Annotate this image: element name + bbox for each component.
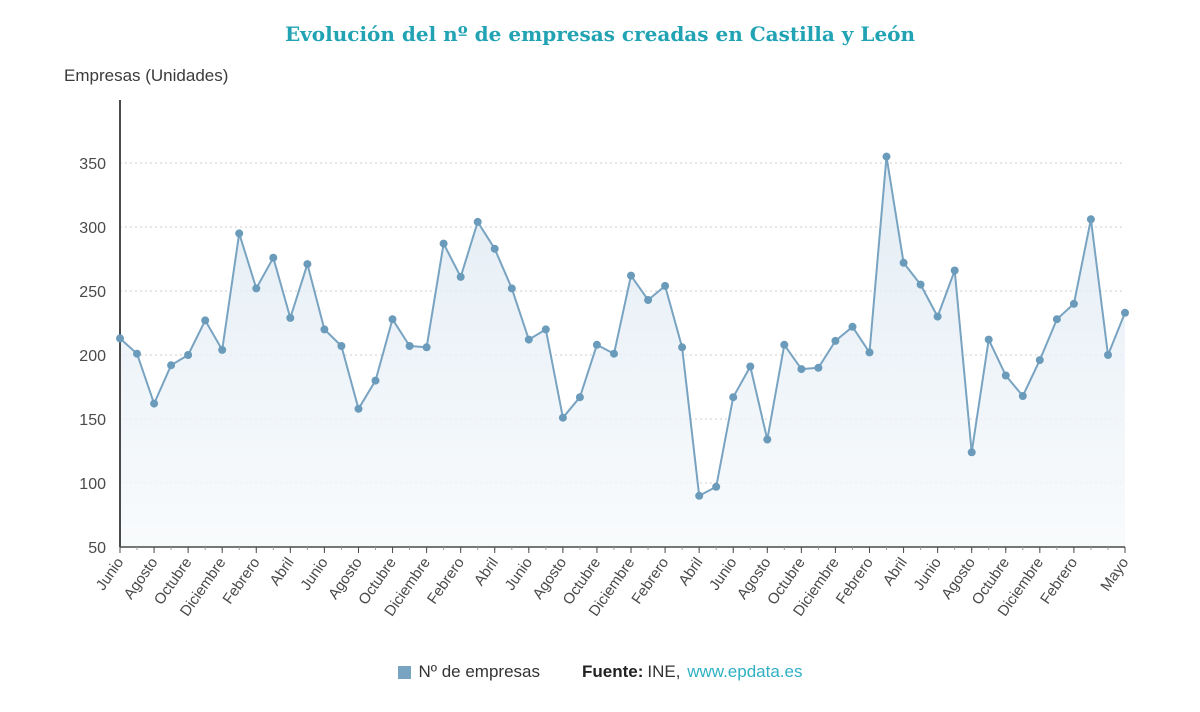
data-point[interactable]	[797, 365, 806, 374]
data-point[interactable]	[1086, 215, 1095, 224]
y-axis-title: Empresas (Unidades)	[64, 66, 229, 85]
data-point[interactable]	[201, 316, 210, 325]
data-point[interactable]	[899, 258, 908, 267]
data-point[interactable]	[456, 272, 465, 281]
data-point[interactable]	[507, 284, 516, 293]
data-point[interactable]	[695, 491, 704, 500]
data-point[interactable]	[763, 435, 772, 444]
x-tick-label: Junio	[93, 555, 127, 594]
data-point[interactable]	[984, 335, 993, 344]
x-tick-label: Abril	[880, 555, 911, 589]
x-tick-label: Junio	[502, 555, 536, 594]
data-point[interactable]	[933, 312, 942, 321]
y-tick-label: 350	[79, 156, 106, 173]
data-point[interactable]	[814, 363, 823, 372]
data-point[interactable]	[882, 152, 891, 161]
data-point[interactable]	[1001, 371, 1010, 380]
data-point[interactable]	[354, 404, 363, 413]
data-point[interactable]	[490, 244, 499, 253]
data-point[interactable]	[644, 296, 653, 304]
y-tick-label: 50	[88, 540, 106, 557]
data-point[interactable]	[422, 343, 431, 352]
data-point[interactable]	[1069, 299, 1078, 308]
data-point[interactable]	[1052, 315, 1061, 324]
y-tick-label: 300	[79, 220, 106, 237]
data-point[interactable]	[167, 361, 176, 370]
data-point[interactable]	[133, 349, 141, 358]
data-point[interactable]	[320, 325, 329, 334]
data-point[interactable]	[950, 266, 959, 275]
y-tick-label: 150	[79, 412, 106, 429]
source-line: Fuente: INE, www.epdata.es	[582, 662, 802, 682]
data-point[interactable]	[627, 271, 635, 280]
x-tick-label: Junio	[910, 555, 944, 594]
x-tick-label: Abril	[471, 555, 502, 589]
data-point[interactable]	[1035, 356, 1044, 365]
data-point[interactable]	[541, 325, 550, 334]
x-tick-label: Abril	[266, 555, 297, 589]
data-point[interactable]	[592, 340, 601, 349]
data-point[interactable]	[473, 217, 482, 226]
data-point[interactable]	[371, 376, 380, 385]
data-point[interactable]	[269, 253, 278, 262]
data-point[interactable]	[235, 229, 244, 238]
data-point[interactable]	[575, 393, 584, 402]
data-point[interactable]	[746, 362, 755, 371]
y-tick-label: 200	[79, 348, 106, 365]
data-point[interactable]	[678, 343, 687, 352]
data-point[interactable]	[865, 348, 874, 357]
data-point[interactable]	[1018, 392, 1027, 400]
data-point[interactable]	[150, 399, 159, 408]
data-point[interactable]	[218, 345, 227, 354]
source-name: INE,	[647, 662, 681, 681]
data-point[interactable]	[780, 340, 789, 349]
data-point[interactable]	[712, 482, 721, 491]
data-point[interactable]	[184, 351, 193, 359]
data-point[interactable]	[661, 281, 670, 290]
data-point[interactable]	[439, 239, 448, 248]
series-line	[119, 155, 1126, 497]
data-point[interactable]	[610, 349, 618, 358]
epdata-link[interactable]: www.epdata.es	[687, 662, 803, 681]
legend-label: Nº de empresas	[418, 662, 540, 681]
y-tick-label: 100	[79, 476, 106, 493]
data-point[interactable]	[1121, 308, 1129, 317]
data-point[interactable]	[967, 448, 976, 457]
y-tick-label: 250	[79, 284, 106, 301]
legend-marker-icon	[397, 665, 411, 679]
data-point[interactable]	[303, 260, 312, 269]
data-point[interactable]	[337, 342, 346, 350]
data-point[interactable]	[558, 413, 567, 422]
data-point[interactable]	[916, 280, 925, 289]
x-tick-label: Junio	[706, 555, 740, 594]
data-point[interactable]	[729, 393, 738, 402]
line-chart-canvas: 50100150200250300350JunioAgostoOctubreDi…	[79, 100, 1132, 620]
data-point[interactable]	[286, 313, 295, 322]
data-point[interactable]	[831, 336, 840, 345]
data-point[interactable]	[848, 322, 857, 331]
x-tick-label: Mayo	[1097, 555, 1132, 595]
x-tick-label: Junio	[297, 555, 331, 594]
data-point[interactable]	[524, 335, 533, 344]
chart-footer: Nº de empresas Fuente: INE, www.epdata.es	[0, 662, 1200, 682]
data-point[interactable]	[388, 315, 397, 324]
page-title: Evolución del nº de empresas creadas en …	[284, 22, 916, 46]
x-tick-label: Abril	[675, 555, 706, 589]
legend: Nº de empresas	[397, 662, 540, 682]
source-label: Fuente:	[582, 662, 644, 681]
data-point[interactable]	[252, 284, 261, 293]
data-point[interactable]	[1104, 351, 1112, 359]
area-fill	[120, 156, 1125, 547]
data-point[interactable]	[405, 342, 414, 350]
data-point[interactable]	[116, 334, 124, 343]
